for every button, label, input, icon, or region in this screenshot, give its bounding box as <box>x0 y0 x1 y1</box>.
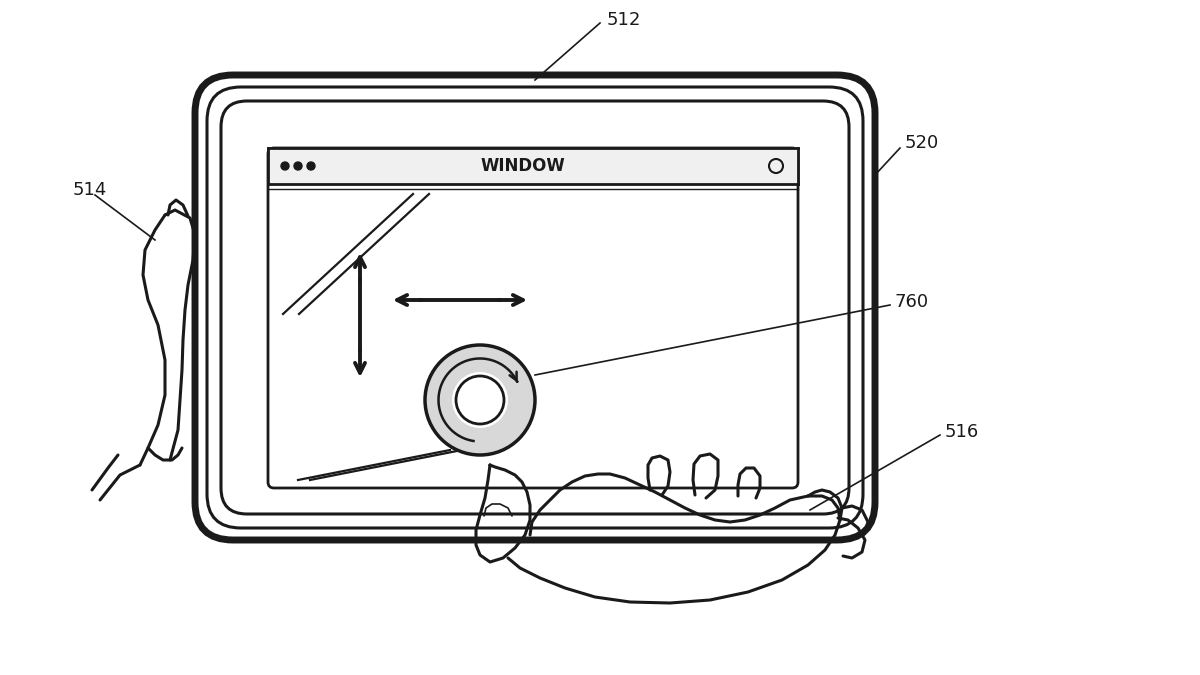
Circle shape <box>452 372 508 428</box>
Circle shape <box>456 376 504 424</box>
Bar <box>268 148 798 184</box>
Text: 516: 516 <box>946 423 979 441</box>
FancyBboxPatch shape <box>268 148 798 488</box>
Text: 514: 514 <box>73 181 107 199</box>
Circle shape <box>294 162 302 170</box>
Circle shape <box>307 162 314 170</box>
FancyBboxPatch shape <box>194 75 875 540</box>
Text: 520: 520 <box>905 134 940 152</box>
Text: 512: 512 <box>607 11 641 29</box>
Text: 760: 760 <box>895 293 929 311</box>
Circle shape <box>281 162 289 170</box>
Circle shape <box>425 345 535 455</box>
Text: WINDOW: WINDOW <box>481 157 565 175</box>
